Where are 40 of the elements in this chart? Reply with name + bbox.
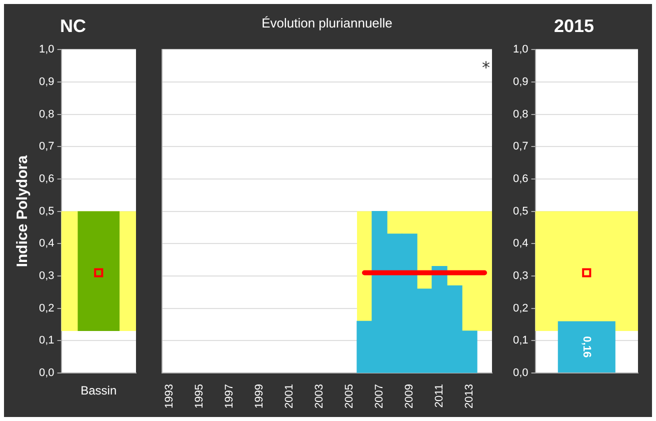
y-tick-label: 1,0 xyxy=(38,44,54,56)
y-tick-label: 0,1 xyxy=(512,334,528,347)
y-tick-label: 0,3 xyxy=(38,270,54,282)
y-tick-label: 0,3 xyxy=(512,270,528,282)
y-tick-label: 0,4 xyxy=(38,238,54,250)
x-tick-label: Bassin xyxy=(80,384,117,398)
y-tick-label: 0,6 xyxy=(38,172,54,185)
y-tick-label: 0,6 xyxy=(512,172,528,185)
x-tick-label: 1997 xyxy=(224,384,236,408)
x-tick-label: 1999 xyxy=(254,384,266,408)
chart-title: NC xyxy=(60,16,86,36)
x-tick-label: 1993 xyxy=(164,384,176,408)
chart-title: Évolution pluriannuelle xyxy=(262,15,392,30)
y-tick-label: 0,8 xyxy=(512,108,528,120)
y-axis-title: Indice Polydora xyxy=(14,154,32,268)
x-tick-label: 2001 xyxy=(284,384,296,408)
y-tick-label: 0,7 xyxy=(512,140,528,153)
y-tick-label: 0,2 xyxy=(38,302,54,314)
x-tick-label: 2007 xyxy=(374,384,386,408)
annotation: ⁎ xyxy=(482,52,490,72)
x-tick-label: 2003 xyxy=(314,384,326,408)
y-tick-label: 0,4 xyxy=(512,238,528,250)
y-tick-label: 0,9 xyxy=(512,76,528,88)
x-tick-label: 1995 xyxy=(194,384,206,408)
y-tick-label: 1,0 xyxy=(512,44,528,56)
x-tick-label: 2009 xyxy=(404,384,416,408)
chart-title: 2015 xyxy=(554,16,594,36)
y-tick-label: 0,8 xyxy=(38,108,54,120)
x-tick-label: 2013 xyxy=(464,384,476,408)
y-tick-label: 0,7 xyxy=(38,140,54,153)
y-tick-label: 0,0 xyxy=(512,367,528,380)
x-tick-label: 2011 xyxy=(434,384,446,408)
x-tick-label: 2005 xyxy=(344,384,356,408)
y-tick-label: 0,9 xyxy=(38,76,54,88)
y-tick-label: 0,5 xyxy=(512,205,528,218)
y-tick-label: 0,5 xyxy=(38,205,54,218)
y-tick-label: 0,1 xyxy=(38,334,54,347)
y-tick-label: 0,0 xyxy=(38,367,54,380)
data-label: 0,16 xyxy=(580,336,593,358)
y-tick-label: 0,2 xyxy=(512,302,528,314)
